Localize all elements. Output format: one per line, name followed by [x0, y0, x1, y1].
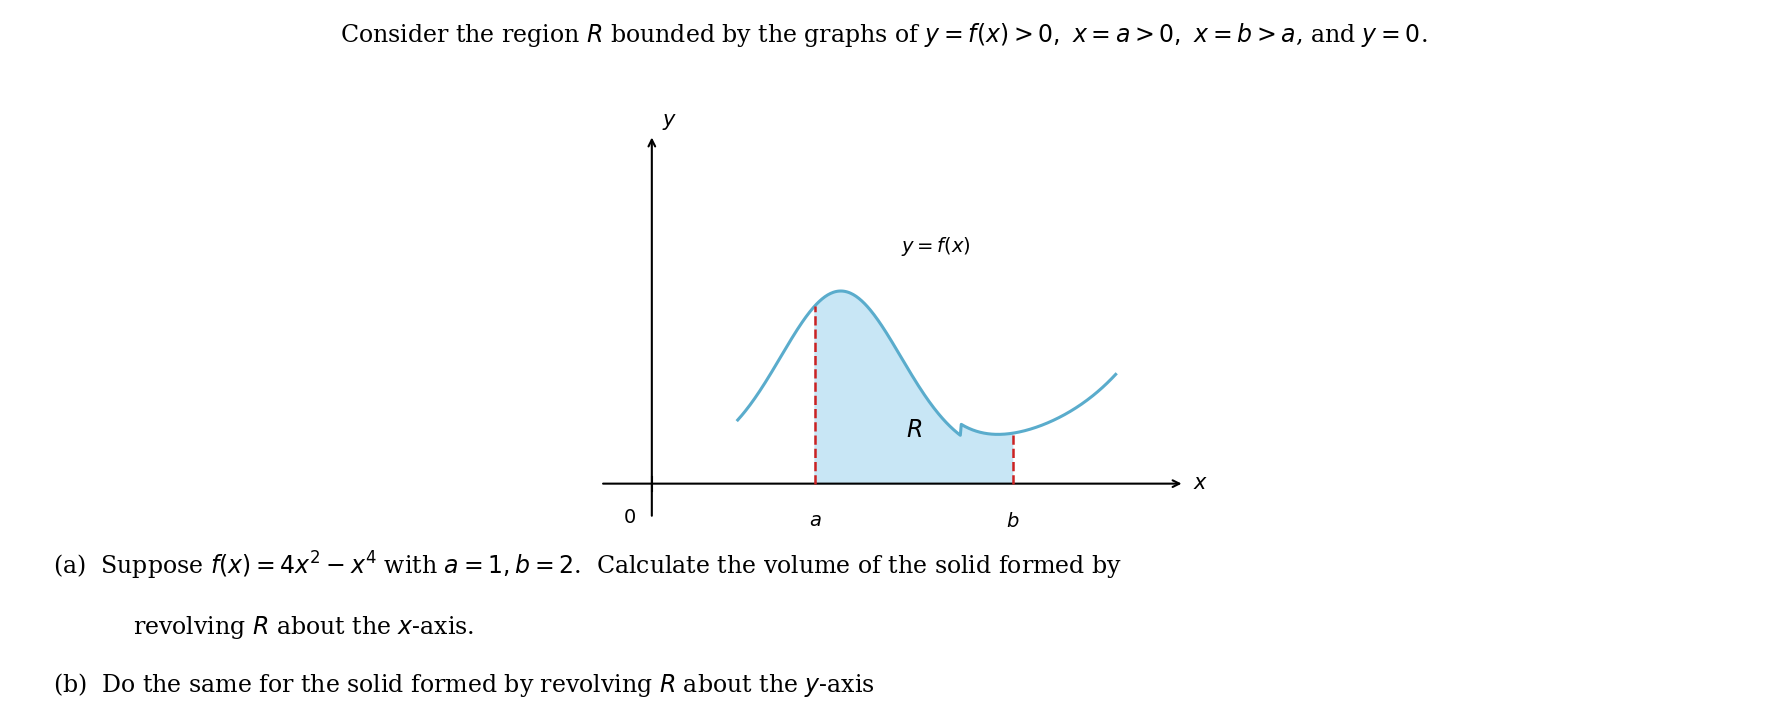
- Text: revolving $R$ about the $x$-axis.: revolving $R$ about the $x$-axis.: [133, 614, 474, 641]
- Text: (a)  Suppose $f(x) = 4x^2 - x^4$ with $a = 1, b = 2$.  Calculate the volume of t: (a) Suppose $f(x) = 4x^2 - x^4$ with $a …: [53, 550, 1122, 582]
- Text: Consider the region $R$ bounded by the graphs of $y = f(x) > 0,\ x = a > 0,\ x =: Consider the region $R$ bounded by the g…: [339, 21, 1428, 49]
- Text: $a$: $a$: [809, 512, 822, 530]
- Text: $x$: $x$: [1193, 474, 1209, 493]
- Text: $0$: $0$: [624, 509, 636, 527]
- Text: $R$: $R$: [906, 419, 922, 442]
- Text: $y = f(x)$: $y = f(x)$: [901, 234, 970, 258]
- Text: $y$: $y$: [663, 112, 677, 132]
- Polygon shape: [815, 291, 1012, 484]
- Text: (b)  Do the same for the solid formed by revolving $R$ about the $y$-axis: (b) Do the same for the solid formed by …: [53, 671, 875, 699]
- Text: $b$: $b$: [1005, 512, 1020, 530]
